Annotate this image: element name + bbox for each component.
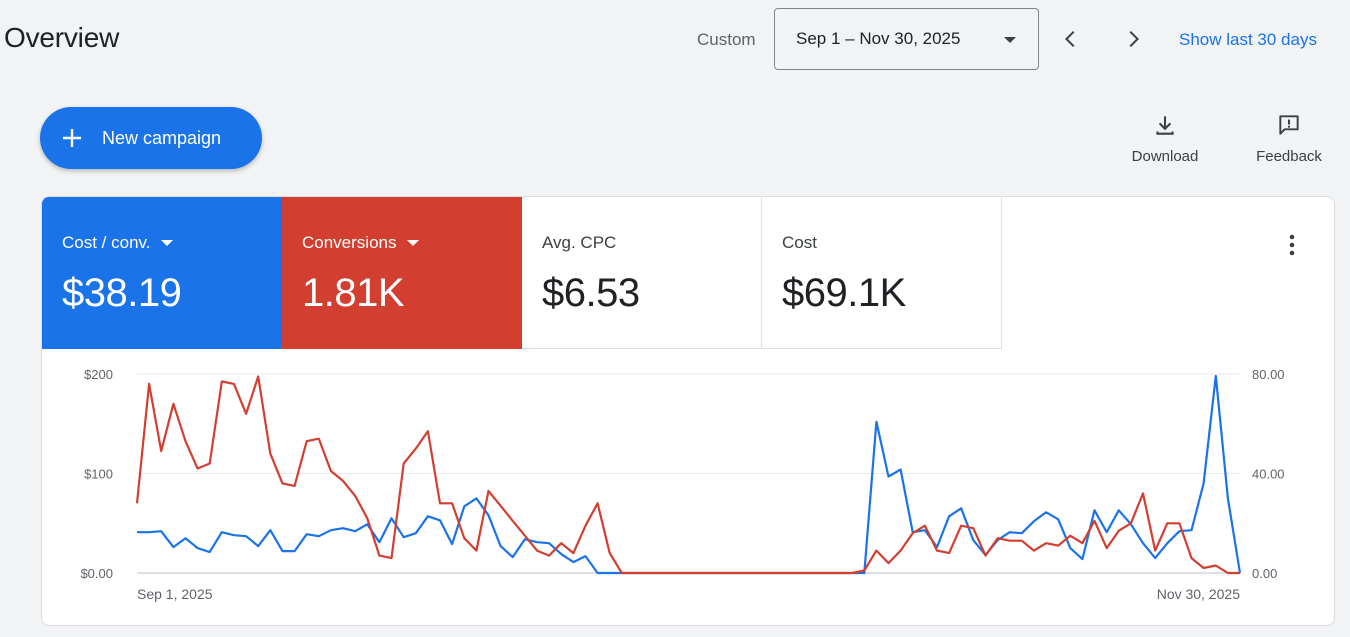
right-axis-tick-label: 80.00 xyxy=(1252,367,1285,382)
new-campaign-label: New campaign xyxy=(102,128,222,148)
metric-tile-cost-per-conv[interactable]: Cost / conv. $38.19 xyxy=(42,197,282,349)
metric-name: Cost xyxy=(782,233,1001,253)
date-range-select[interactable]: Sep 1 – Nov 30, 2025 xyxy=(774,8,1039,70)
feedback-button[interactable]: Feedback xyxy=(1250,112,1328,165)
feedback-label: Feedback xyxy=(1256,148,1322,165)
performance-card: Cost / conv. $38.19 Conversions 1.81K Av… xyxy=(41,196,1335,626)
metric-name-text: Conversions xyxy=(302,233,397,252)
download-icon xyxy=(1156,116,1174,135)
more-options-button[interactable] xyxy=(1278,231,1306,259)
page-title: Overview xyxy=(4,22,120,53)
range-type-label: Custom xyxy=(697,30,756,49)
download-label: Download xyxy=(1131,148,1199,165)
series-line-conversions xyxy=(135,375,1240,575)
caret-down-icon xyxy=(406,240,419,246)
new-campaign-button[interactable]: New campaign xyxy=(40,107,262,169)
show-last-30-days-link[interactable]: Show last 30 days xyxy=(1179,30,1317,49)
metric-value: 1.81K xyxy=(302,271,405,315)
metric-name-text: Avg. CPC xyxy=(542,233,617,252)
metric-value: $6.53 xyxy=(542,271,640,315)
metric-value: $38.19 xyxy=(62,271,182,315)
plus-icon xyxy=(63,129,81,147)
feedback-icon xyxy=(1279,115,1299,135)
right-axis-tick-label: 0.00 xyxy=(1252,566,1277,581)
caret-down-icon xyxy=(160,240,173,246)
metric-name-text: Cost xyxy=(782,233,817,252)
more-vert-icon xyxy=(1289,234,1295,256)
date-range-value: Sep 1 – Nov 30, 2025 xyxy=(796,29,961,48)
metric-name: Conversions xyxy=(302,233,522,253)
download-button[interactable]: Download xyxy=(1127,112,1203,165)
performance-line-chart: $0.00 0.00 $100 40.00 $200 80.00 Sep 1, 2025 No… xyxy=(80,367,1285,602)
metric-tile-avg-cpc[interactable]: Avg. CPC $6.53 xyxy=(522,197,762,349)
right-axis-tick-label: 40.00 xyxy=(1252,467,1285,482)
x-axis-start-label: Sep 1, 2025 xyxy=(137,586,213,602)
series-line-cost-per-conv xyxy=(137,374,1242,575)
metric-value: $69.1K xyxy=(782,271,906,315)
metric-tile-conversions[interactable]: Conversions 1.81K xyxy=(282,197,522,349)
left-axis-tick-label: $100 xyxy=(84,467,113,482)
chevron-left-icon xyxy=(1064,30,1075,48)
left-axis-tick-label: $0.00 xyxy=(80,566,113,581)
caret-down-icon xyxy=(1004,37,1016,43)
x-axis-end-label: Nov 30, 2025 xyxy=(1157,586,1240,602)
previous-range-button[interactable] xyxy=(1056,24,1086,54)
left-axis-tick-label: $200 xyxy=(84,367,113,382)
chevron-right-icon xyxy=(1129,30,1140,48)
metric-tile-cost[interactable]: Cost $69.1K xyxy=(762,197,1002,349)
metric-name: Cost / conv. xyxy=(62,233,282,253)
metric-name: Avg. CPC xyxy=(542,233,761,253)
metric-name-text: Cost / conv. xyxy=(62,233,151,252)
next-range-button[interactable] xyxy=(1118,24,1148,54)
